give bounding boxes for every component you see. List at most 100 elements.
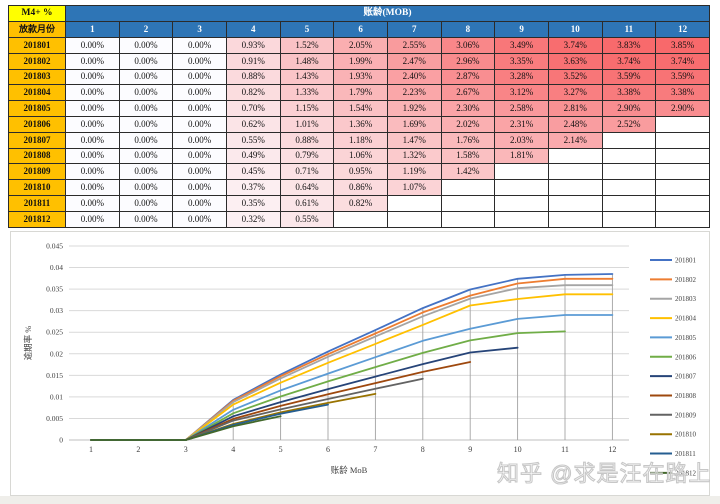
table-cell: 0.45%	[225, 163, 281, 181]
table-cell: 1.15%	[279, 100, 335, 117]
table-cell-empty	[386, 210, 442, 228]
table-cell: 0.49%	[225, 147, 281, 165]
table-cell-empty	[547, 147, 603, 165]
mob-col-header: 10	[547, 21, 603, 38]
svg-text:0.005: 0.005	[46, 414, 63, 423]
table-cell: 0.00%	[118, 100, 174, 117]
table-cell: 0.00%	[65, 52, 120, 70]
legend-label: 201804	[675, 315, 697, 323]
table-cell: 0.79%	[279, 147, 335, 165]
mob-group-header: 账龄(MOB)	[65, 5, 710, 22]
table-cell-empty	[547, 163, 603, 181]
table-cell: 0.00%	[172, 179, 227, 196]
table-cell: 0.37%	[225, 179, 281, 196]
legend-label: 201811	[675, 450, 696, 458]
table-cell-empty	[386, 194, 442, 212]
table-cell: 0.88%	[279, 131, 335, 149]
series-line	[90, 415, 282, 441]
svg-text:0.025: 0.025	[46, 328, 63, 337]
svg-text:11: 11	[561, 445, 569, 454]
table-row: 201802 0.00% 0.00% 0.00% 0.91% 1.48% 1.99% 2.47…	[8, 52, 710, 70]
series-line	[90, 273, 614, 441]
table-cell-empty	[655, 147, 710, 165]
table-cell-empty	[333, 210, 388, 228]
table-cell-empty	[547, 179, 603, 196]
table-cell: 0.00%	[65, 194, 120, 212]
table-row: 201801 0.00% 0.00% 0.00% 0.93% 1.52% 2.05% 2.55…	[8, 37, 710, 54]
table-cell: 3.59%	[601, 68, 657, 86]
mob-col-header: 9	[494, 21, 549, 38]
svg-text:6: 6	[326, 445, 330, 454]
table-cell-empty	[655, 163, 710, 181]
row-group-header: 放款月份	[8, 21, 66, 38]
table-cell: 0.00%	[65, 68, 120, 86]
table-cell: 0.00%	[172, 100, 227, 117]
table-row: 201809 0.00% 0.00% 0.00% 0.45% 0.71% 0.95% 1.19…	[8, 163, 710, 181]
table-cell: 1.06%	[333, 147, 388, 165]
table-cell: 3.38%	[655, 84, 710, 102]
table-cell: 3.59%	[655, 68, 710, 86]
table-cell: 1.58%	[440, 147, 496, 165]
table-cell: 0.00%	[172, 131, 227, 149]
table-cell: 3.06%	[440, 37, 496, 54]
vintage-label: 201809	[8, 163, 66, 181]
mob-col-header: 7	[386, 21, 442, 38]
table-cell: 0.00%	[118, 210, 174, 228]
table-cell: 2.30%	[440, 100, 496, 117]
table-row: 201811 0.00% 0.00% 0.00% 0.35% 0.61% 0.82%	[8, 194, 710, 212]
legend-item: 201808	[650, 392, 697, 400]
legend-item: 201804	[650, 315, 697, 323]
vintage-label: 201802	[8, 52, 66, 70]
table-cell: 0.00%	[172, 210, 227, 228]
table-cell: 1.07%	[386, 179, 442, 196]
vintage-label: 201812	[8, 210, 66, 228]
table-cell: 1.92%	[386, 100, 442, 117]
chart-legend: 201801 201802 201803 201804 201805 201806 2018…	[650, 257, 697, 477]
vintage-label: 201807	[8, 131, 66, 149]
svg-text:0.01: 0.01	[50, 392, 63, 401]
svg-text:0.03: 0.03	[50, 306, 63, 315]
table-cell: 0.00%	[65, 115, 120, 133]
table-cell: 2.48%	[547, 115, 603, 133]
svg-text:0.045: 0.045	[46, 242, 63, 251]
vintage-table: M4+ % 账龄(MOB) 放款月份 1 2 3 4 5 6 7 8 9 10 11 12 201801 0.0…	[8, 5, 710, 228]
series-line	[90, 314, 614, 441]
svg-text:3: 3	[184, 445, 188, 454]
table-cell: 0.00%	[118, 115, 174, 133]
table-cell-empty	[547, 210, 603, 228]
table-cell: 1.48%	[279, 52, 335, 70]
mob-col-header: 3	[172, 21, 227, 38]
table-cell: 3.85%	[655, 37, 710, 54]
table-cell: 0.00%	[118, 179, 174, 196]
table-cell-empty	[601, 131, 657, 149]
vintage-label: 201804	[8, 84, 66, 102]
table-cell: 3.74%	[601, 52, 657, 70]
legend-item: 201806	[650, 353, 697, 361]
table-cell: 0.00%	[118, 68, 174, 86]
vintage-label: 201808	[8, 147, 66, 165]
table-cell: 1.93%	[333, 68, 388, 86]
series-line	[90, 346, 519, 441]
svg-text:10: 10	[514, 445, 522, 454]
table-cell: 0.00%	[118, 52, 174, 70]
legend-label: 201809	[675, 411, 697, 419]
table-cell: 1.81%	[494, 147, 549, 165]
table-cell: 0.00%	[65, 37, 120, 54]
table-row: 201807 0.00% 0.00% 0.00% 0.55% 0.88% 1.18% 1.47…	[8, 131, 710, 149]
table-cell: 0.00%	[65, 100, 120, 117]
table-cell: 3.35%	[494, 52, 549, 70]
table-cell: 1.42%	[440, 163, 496, 181]
table-cell: 3.74%	[655, 52, 710, 70]
table-cell: 0.00%	[172, 194, 227, 212]
table-cell: 0.00%	[172, 52, 227, 70]
table-cell: 2.90%	[655, 100, 710, 117]
svg-text:9: 9	[468, 445, 472, 454]
table-cell: 0.93%	[225, 37, 281, 54]
table-cell: 0.61%	[279, 194, 335, 212]
table-cell: 0.86%	[333, 179, 388, 196]
series-line	[90, 277, 614, 441]
table-cell-empty	[601, 163, 657, 181]
table-cell: 0.00%	[172, 37, 227, 54]
table-cell: 2.52%	[601, 115, 657, 133]
